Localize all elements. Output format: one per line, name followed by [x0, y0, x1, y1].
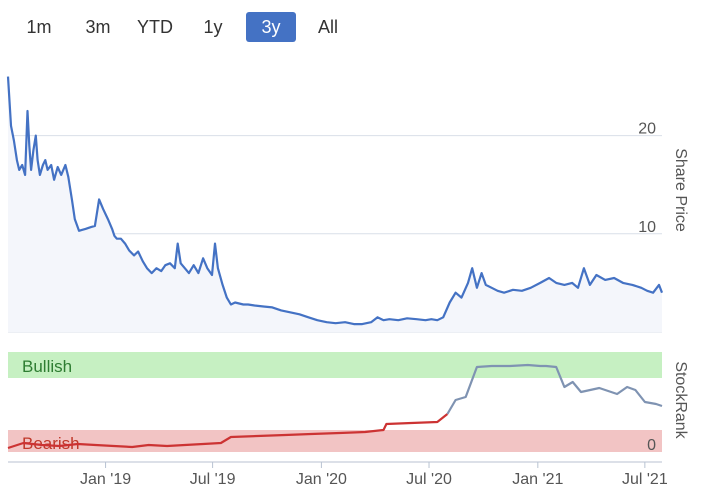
price-axis-title: Share Price [672, 148, 689, 232]
price-area-fill [8, 76, 662, 332]
x-tick-label: Jul '19 [190, 471, 236, 488]
rank-line-bullish [446, 363, 663, 415]
x-tick-label: Jan '20 [296, 471, 347, 488]
bearish-label: Bearish [22, 434, 80, 453]
x-tick-label: Jan '19 [80, 471, 131, 488]
price-line [6, 76, 664, 326]
x-tick-label: Jul '21 [622, 471, 668, 488]
range-button-3y[interactable]: 3y [246, 12, 296, 42]
price-tick-label: 20 [638, 121, 656, 138]
range-button-3m[interactable]: 3m [85, 17, 111, 37]
range-button-1m[interactable]: 1m [26, 17, 52, 37]
price-tick-label: 10 [638, 219, 656, 236]
rank-tick-label: 0 [647, 437, 656, 454]
bullish-label: Bullish [22, 357, 72, 376]
range-selector: 1m 3m YTD 1y 3y All [0, 8, 380, 44]
x-tick-label: Jul '20 [406, 471, 452, 488]
x-tick-label: Jan '21 [512, 471, 563, 488]
bullish-band [8, 352, 662, 378]
range-button-all[interactable]: All [317, 17, 338, 37]
rank-line-bearish [7, 413, 449, 450]
rank-axis-title: StockRank [672, 361, 689, 439]
range-button-ytd[interactable]: YTD [137, 17, 173, 37]
range-button-1y[interactable]: 1y [203, 17, 223, 37]
